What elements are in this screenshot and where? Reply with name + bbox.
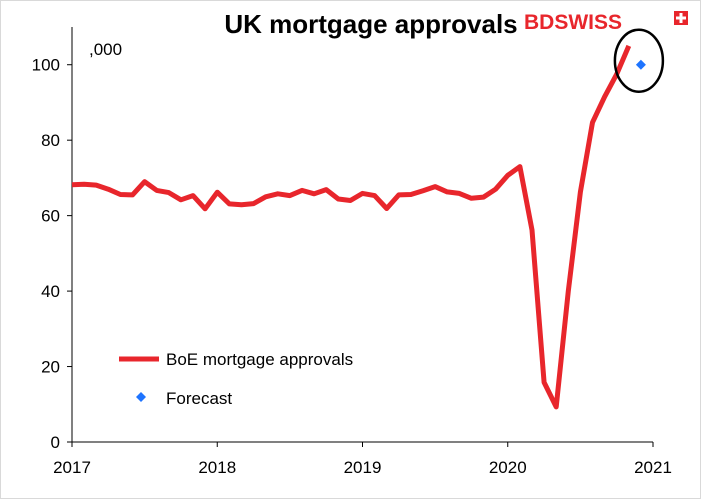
- annotation-layer: [613, 28, 665, 93]
- x-tick-label: 2018: [198, 458, 236, 477]
- legend-label-forecast: Forecast: [166, 389, 232, 408]
- swiss-cross-icon: [674, 11, 688, 25]
- x-tick-label: 2020: [489, 458, 527, 477]
- chart-legend: BoE mortgage approvals Forecast: [119, 350, 353, 408]
- highlight-circle: [613, 28, 665, 93]
- y-tick-label: 0: [51, 433, 60, 452]
- chart-title: UK mortgage approvals: [224, 9, 517, 39]
- logo-part-swiss: SWISS: [554, 11, 622, 34]
- logo-part-bd: BD: [524, 11, 554, 34]
- y-tick-label: 40: [41, 282, 60, 301]
- series-layer: [71, 44, 646, 410]
- y-tick-label: 100: [32, 56, 60, 75]
- y-tick-label: 80: [41, 131, 60, 150]
- y-tick-label: 60: [41, 207, 60, 226]
- y-axis-ticks: 0 20 40 60 80 100: [32, 56, 72, 452]
- x-axis-ticks: 2017 2018 2019 2020 2021: [53, 442, 672, 477]
- unit-label: ,000: [89, 40, 122, 59]
- forecast-point: [635, 59, 646, 70]
- legend-diamond-swatch: [136, 392, 146, 402]
- logo-text: BDSWISS: [524, 11, 622, 34]
- x-tick-label: 2021: [634, 458, 672, 477]
- y-tick-label: 20: [41, 358, 60, 377]
- x-tick-label: 2017: [53, 458, 91, 477]
- legend-label-approvals: BoE mortgage approvals: [166, 350, 353, 369]
- bdswiss-logo: BDSWISS: [524, 11, 688, 34]
- series-line-mortgage-approvals: [71, 44, 632, 410]
- x-tick-label: 2019: [344, 458, 382, 477]
